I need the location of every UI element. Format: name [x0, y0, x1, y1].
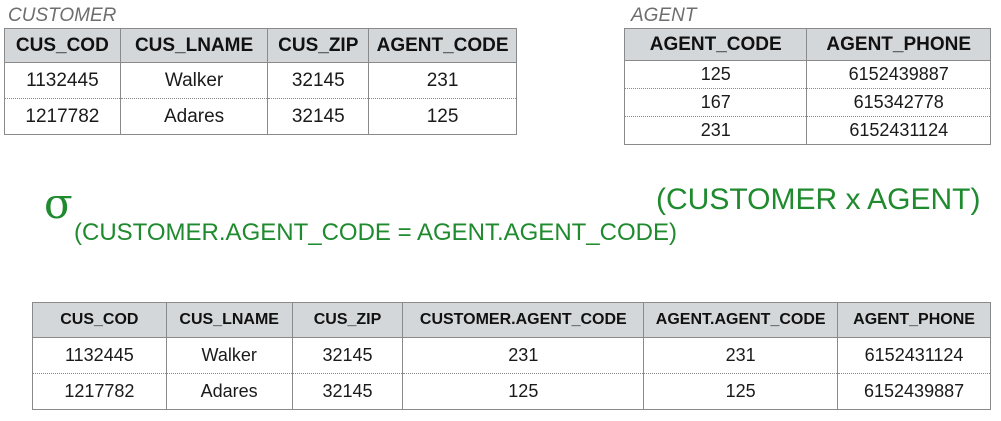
table-cell: 125: [623, 60, 808, 89]
table-cell: 231: [402, 337, 645, 374]
table-cell: 1217782: [32, 373, 167, 410]
table-cell: 1217782: [4, 98, 121, 135]
table-cell: 32145: [267, 62, 370, 99]
table-cell: 167: [623, 88, 808, 117]
table-row: 1132445 Walker 32145 231 231 6152431124: [32, 337, 991, 374]
table-row: 1132445 Walker 32145 231: [4, 62, 517, 99]
table-cell: 32145: [291, 373, 404, 410]
table-header-row: CUS_COD CUS_LNAME CUS_ZIP AGENT_CODE: [4, 28, 517, 63]
agent-table-title: AGENT: [631, 5, 697, 26]
table-cell: 32145: [267, 98, 370, 135]
result-table: CUS_COD CUS_LNAME CUS_ZIP CUSTOMER.AGENT…: [32, 302, 991, 410]
selection-condition: (CUSTOMER.AGENT_CODE = AGENT.AGENT_CODE): [74, 219, 677, 246]
table-cell: 6152431124: [837, 337, 991, 374]
table-cell: Walker: [165, 337, 293, 374]
table-cell: 6152431124: [806, 116, 991, 145]
table-cell: 1132445: [32, 337, 167, 374]
table-row: 1217782 Adares 32145 125: [4, 98, 517, 135]
column-header: CUSTOMER.AGENT_CODE: [402, 302, 645, 338]
table-cell: 32145: [291, 337, 404, 374]
table-row: 1217782 Adares 32145 125 125 6152439887: [32, 373, 991, 410]
table-cell: 125: [643, 373, 839, 410]
table-cell: 125: [368, 98, 517, 135]
column-header: AGENT_PHONE: [837, 302, 991, 338]
selection-sigma-symbol: σ: [44, 179, 73, 228]
column-header: CUS_COD: [4, 28, 121, 63]
customer-table-title: CUSTOMER: [8, 5, 117, 26]
table-header-row: AGENT_CODE AGENT_PHONE: [623, 28, 991, 61]
column-header: CUS_LNAME: [119, 28, 269, 63]
table-cell: Adares: [119, 98, 269, 135]
column-header: AGENT_PHONE: [806, 28, 991, 61]
column-header: AGENT.AGENT_CODE: [643, 302, 839, 338]
column-header: CUS_COD: [32, 302, 167, 338]
column-header: CUS_LNAME: [165, 302, 293, 338]
cartesian-product-expression: (CUSTOMER x AGENT): [656, 183, 981, 216]
table-cell: 231: [368, 62, 517, 99]
table-cell: 125: [402, 373, 645, 410]
table-cell: 615342778: [806, 88, 991, 117]
table-cell: 231: [623, 116, 808, 145]
table-cell: Adares: [165, 373, 293, 410]
table-row: 231 6152431124: [623, 116, 991, 145]
column-header: CUS_ZIP: [267, 28, 370, 63]
table-row: 167 615342778: [623, 88, 991, 117]
column-header: CUS_ZIP: [291, 302, 404, 338]
table-header-row: CUS_COD CUS_LNAME CUS_ZIP CUSTOMER.AGENT…: [32, 302, 991, 338]
column-header: AGENT_CODE: [623, 28, 808, 61]
customer-table: CUS_COD CUS_LNAME CUS_ZIP AGENT_CODE 113…: [4, 28, 517, 135]
table-cell: 231: [643, 337, 839, 374]
table-cell: 6152439887: [806, 60, 991, 89]
table-cell: Walker: [119, 62, 269, 99]
agent-table: AGENT_CODE AGENT_PHONE 125 6152439887 16…: [623, 28, 991, 145]
table-cell: 1132445: [4, 62, 121, 99]
column-header: AGENT_CODE: [368, 28, 517, 63]
table-row: 125 6152439887: [623, 60, 991, 89]
table-cell: 6152439887: [837, 373, 991, 410]
